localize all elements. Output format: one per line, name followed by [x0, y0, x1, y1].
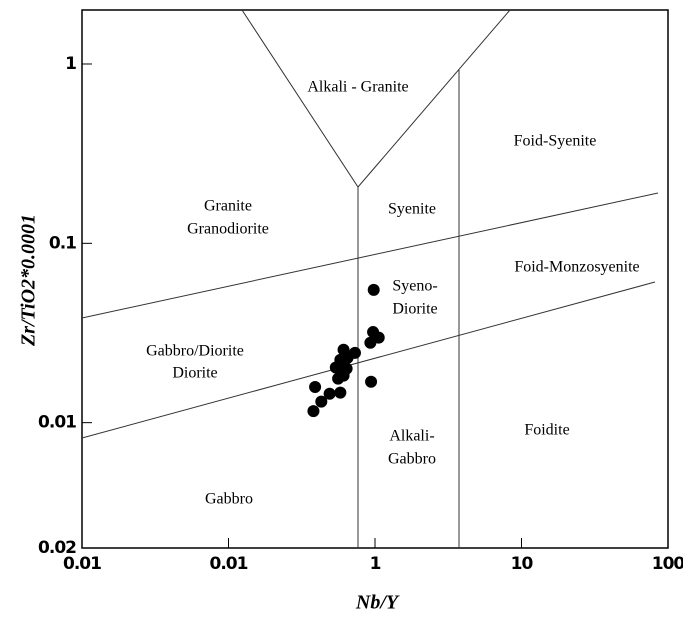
y-tick-label: 1 — [65, 54, 76, 74]
field-label: Foid-Monzosyenite — [514, 259, 639, 276]
field-label: Syenite — [388, 201, 436, 218]
field-label: Foidite — [524, 422, 569, 439]
data-point — [367, 283, 380, 296]
data-point — [315, 395, 328, 408]
data-point — [332, 372, 345, 385]
boundary — [81, 281, 656, 439]
y-axis-label: Zr/TiO2*0.0001 — [18, 214, 40, 347]
field-label: Syeno- — [392, 278, 437, 295]
x-axis-label: Nb/Y — [355, 592, 400, 614]
y-tick-label: 0.1 — [49, 233, 76, 253]
data-point — [365, 375, 378, 388]
data-point — [329, 361, 342, 374]
y-tick-label: 0.01 — [38, 413, 76, 433]
field-label: Alkali- — [389, 428, 434, 445]
field-boundaries — [81, 9, 659, 548]
data-point — [307, 405, 320, 418]
field-label: Granodiorite — [187, 221, 269, 238]
data-point — [309, 381, 322, 394]
data-point — [364, 336, 377, 349]
x-tick-label: 10 — [511, 554, 534, 574]
x-tick-label: 100 — [652, 554, 683, 574]
data-point — [323, 387, 336, 400]
field-label: Granite — [204, 198, 252, 215]
field-label: Diorite — [172, 365, 217, 382]
boundary — [241, 9, 511, 188]
field-label: Gabbro/Diorite — [146, 343, 244, 360]
x-tick-label: 1 — [370, 554, 381, 574]
y-tick-label: 0.02 — [38, 538, 76, 558]
field-label: Gabbro — [205, 491, 253, 508]
x-tick-label: 0.01 — [210, 554, 248, 574]
x-tick-label: 0.01 — [63, 554, 101, 574]
field-label: Gabbro — [388, 451, 436, 468]
data-point — [334, 386, 347, 399]
field-label: Alkali - Granite — [307, 79, 408, 96]
field-label: Diorite — [392, 301, 437, 318]
boundary — [81, 192, 659, 319]
field-label: Foid-Syenite — [514, 133, 597, 150]
